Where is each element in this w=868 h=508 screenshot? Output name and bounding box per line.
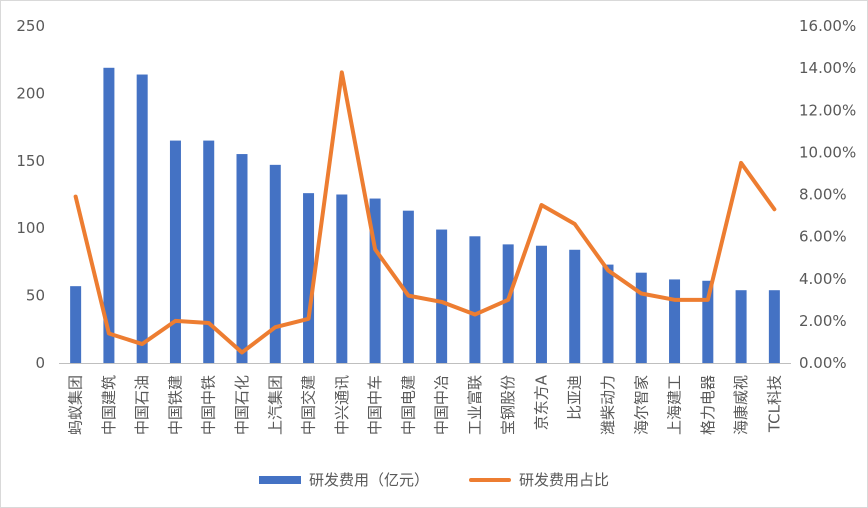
legend-item-line: 研发费用占比 xyxy=(469,469,609,490)
category-label: 潍柴动力 xyxy=(599,375,617,435)
combo-chart: 0 50 100 150 200 250 0.00% 2.00% 4.00% 6.00% 8.00… xyxy=(16,17,856,435)
category-label: 中国中车 xyxy=(366,375,384,435)
bar xyxy=(569,249,581,363)
category-label: 中国石化 xyxy=(233,375,251,435)
right-tick-label: 16.00% xyxy=(799,17,856,35)
legend-line-swatch xyxy=(469,477,511,482)
right-tick-label: 14.00% xyxy=(799,59,856,77)
legend-bar-label: 研发费用（亿元） xyxy=(308,471,429,489)
category-label: 中国中冶 xyxy=(433,375,451,435)
category-label: 中兴通讯 xyxy=(333,375,351,435)
left-tick-label: 100 xyxy=(16,219,45,237)
category-label: 中国建筑 xyxy=(100,375,118,435)
bar xyxy=(768,290,780,363)
left-tick-label: 150 xyxy=(16,152,45,170)
legend-item-bar: 研发费用（亿元） xyxy=(258,469,429,490)
bar xyxy=(535,245,547,363)
bar xyxy=(70,286,82,363)
bar xyxy=(702,280,714,363)
bar xyxy=(602,264,614,363)
right-tick-label: 2.00% xyxy=(799,312,847,330)
category-label: 海康威视 xyxy=(732,375,750,435)
right-tick-label: 10.00% xyxy=(799,143,856,161)
left-tick-label: 0 xyxy=(35,354,45,372)
x-axis: 蚂蚁集团 中国建筑 中国石油 中国铁建 中国中铁 中国石化 上汽集团 中国交建 中兴通讯 中国中车… xyxy=(59,363,791,435)
category-label: 中国石油 xyxy=(133,375,151,435)
category-label: TCL科技 xyxy=(765,375,783,433)
bar xyxy=(735,290,747,363)
bar xyxy=(402,210,414,363)
bar xyxy=(136,74,148,363)
bar xyxy=(336,194,348,363)
category-label: 中国电建 xyxy=(399,375,417,435)
bar xyxy=(169,140,181,363)
bar xyxy=(236,154,248,363)
left-axis: 0 50 100 150 200 250 xyxy=(16,17,45,372)
bar xyxy=(269,164,281,363)
left-tick-label: 250 xyxy=(16,17,45,35)
category-label: 上汽集团 xyxy=(266,375,284,435)
category-label: 中国中铁 xyxy=(200,375,218,435)
bar xyxy=(203,140,215,363)
left-tick-label: 200 xyxy=(16,84,45,102)
right-tick-label: 6.00% xyxy=(799,228,847,246)
bar xyxy=(669,279,681,363)
line-path xyxy=(73,70,777,355)
bar xyxy=(103,67,115,364)
category-label: 格力电器 xyxy=(699,375,717,435)
category-label: 中国交建 xyxy=(300,375,318,435)
legend-line-label: 研发费用占比 xyxy=(519,471,610,489)
bar xyxy=(502,244,514,363)
category-label: 宝钢股份 xyxy=(499,375,517,435)
bar xyxy=(303,193,315,363)
bar-series xyxy=(70,67,780,364)
category-label: 海尔智家 xyxy=(632,375,650,435)
category-label: 中国铁建 xyxy=(166,375,184,435)
left-tick-label: 50 xyxy=(26,287,45,305)
category-label: 蚂蚁集团 xyxy=(67,375,85,435)
bar xyxy=(469,236,481,363)
legend: 研发费用（亿元） 研发费用占比 xyxy=(1,469,867,490)
bar xyxy=(436,229,448,363)
category-label: 工业富联 xyxy=(466,375,484,435)
bar xyxy=(635,272,647,363)
category-label: 京东方A xyxy=(532,374,550,430)
category-label: 比亚迪 xyxy=(566,375,584,420)
right-tick-label: 8.00% xyxy=(799,186,847,204)
right-axis: 0.00% 2.00% 4.00% 6.00% 8.00% 10.00% 12.00% 14.… xyxy=(799,17,856,372)
right-tick-label: 4.00% xyxy=(799,270,847,288)
right-tick-label: 12.00% xyxy=(799,101,856,119)
bar xyxy=(369,198,381,363)
line-series xyxy=(73,70,777,355)
legend-bar-swatch xyxy=(258,475,301,484)
category-label: 上海建工 xyxy=(666,375,684,435)
right-tick-label: 0.00% xyxy=(799,354,847,372)
